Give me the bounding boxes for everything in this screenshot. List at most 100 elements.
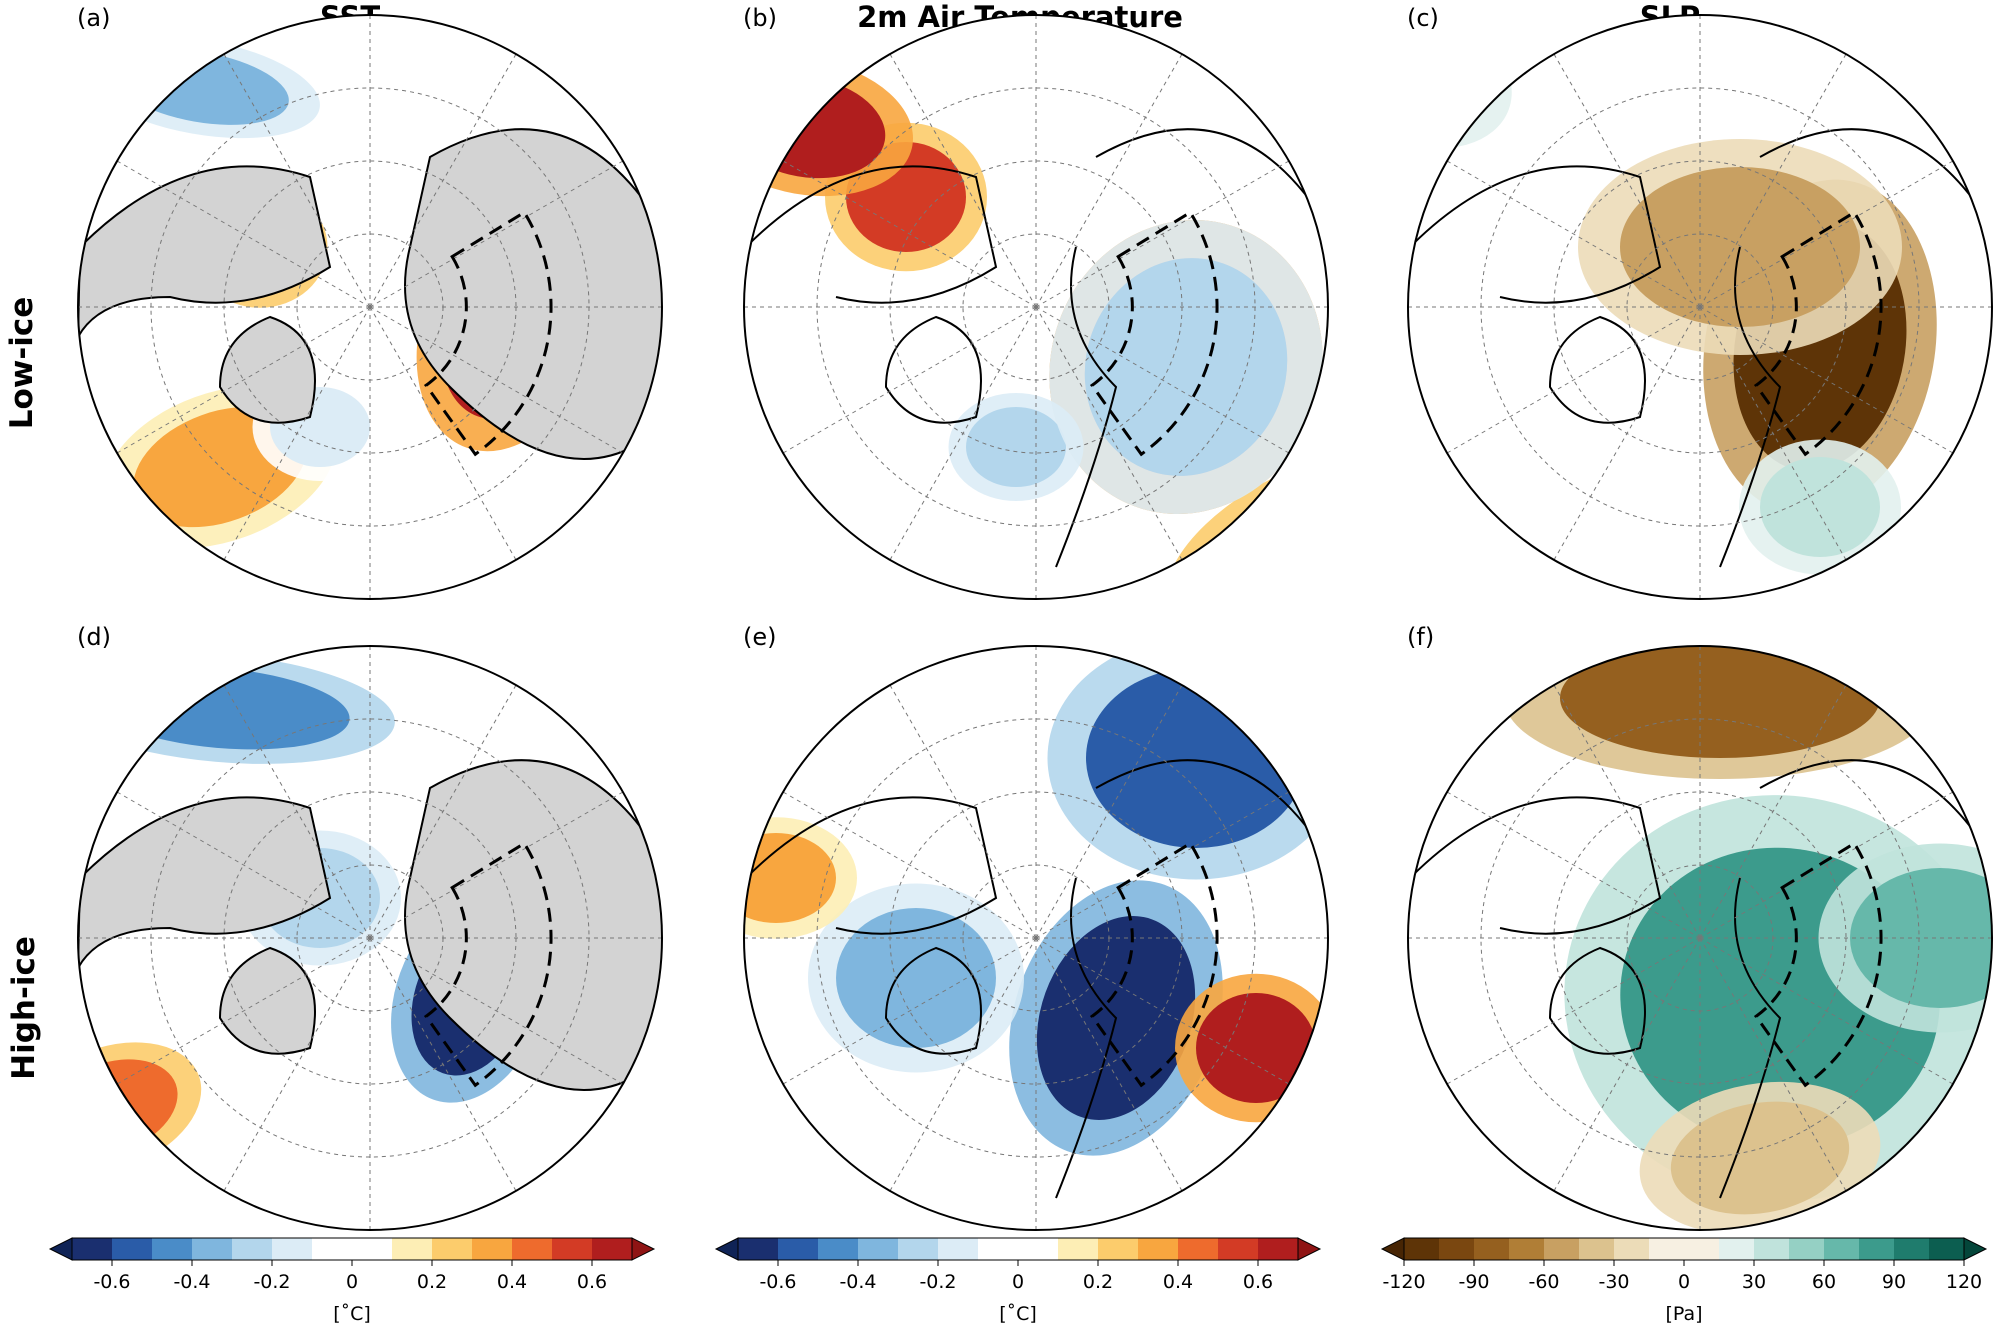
land-mask [78,796,332,969]
meridian [1035,684,1183,939]
meridian [1553,937,1701,1192]
meridian [1035,937,1290,1085]
colorbar-tick-label: -0.4 [173,1271,210,1293]
colorbar-segment [152,1238,192,1260]
meridian [223,53,371,308]
coastline [1759,759,1992,859]
meridian [223,306,371,561]
land-mask [404,759,662,1091]
colorbar-tick-label: -0.6 [759,1271,796,1293]
colorbar-unit: [Pa] [1665,1303,1702,1325]
coastline [1409,165,1662,304]
colorbar-segment [1649,1238,1719,1260]
colorbar-segment [858,1238,898,1260]
meridian [1553,306,1701,561]
land-mask [404,128,662,460]
meridian [369,684,517,939]
coastline [1719,877,1782,1199]
meridian [223,684,371,939]
coastline [1055,246,1118,568]
colorbar-extend-low [1380,1237,1405,1261]
meridian [1446,306,1701,454]
map-panel-e [743,645,1329,1231]
panel-letter-e: (e) [743,623,777,651]
map-panel-f [1407,645,1993,1231]
map-boundary [1407,645,1993,1231]
colorbar-segment [818,1238,858,1260]
meridian [1699,306,1847,561]
anomaly-eastern-europe [1760,457,1880,557]
coastline [1409,796,1662,935]
colorbar-tick-label: -0.2 [253,1271,290,1293]
meridian [782,791,1037,939]
meridian [889,306,1037,561]
colorbar-tick-label: 0.6 [1243,1271,1273,1293]
map-panel-a [77,14,663,600]
colorbar-tick-label: 90 [1882,1271,1906,1293]
meridian [1446,160,1701,308]
colorbar-segment [738,1238,778,1260]
coastline [745,165,998,304]
colorbar-segment [1439,1238,1474,1260]
meridian [1699,306,1954,454]
colorbar-tick-label: -30 [1598,1271,1629,1293]
colorbar-segment [1474,1238,1509,1260]
meridian [116,306,371,454]
colorbar-tick-label: 0.4 [497,1271,527,1293]
colorbar-tick-label: -90 [1458,1271,1489,1293]
land-mask [78,165,332,338]
colorbar-tick-label: -120 [1382,1271,1425,1293]
colorbar-segment [1138,1238,1178,1260]
anomaly-central-eurasia [1196,993,1316,1103]
colorbar-segment [1929,1238,1964,1260]
colorbar-segment [938,1238,978,1260]
panel-letter-f: (f) [1407,623,1435,651]
colorbar-tick-label: 0 [1678,1271,1690,1293]
anomaly-greenland [836,908,996,1048]
map-panel-d [77,645,663,1231]
meridian [369,53,517,308]
meridian [223,937,371,1192]
colorbar-segment [1789,1238,1824,1260]
colorbar-segment [392,1238,432,1260]
colorbar-segment [472,1238,512,1260]
colorbar-segment [1218,1238,1258,1260]
colorbar-tick-label: -0.4 [839,1271,876,1293]
meridian [1699,684,1847,939]
colorbar-segment [272,1238,312,1260]
panel-letter-d: (d) [77,623,111,651]
meridian [1446,791,1701,939]
meridian [369,937,517,1192]
meridian [1035,306,1290,454]
colorbar-segment [312,1238,392,1260]
colorbar-sst: -0.6 -0.4 -0.2 0 0.2 0.4 0.6 [˚C] [48,1237,656,1325]
meridian [1035,53,1183,308]
colorbar-segment [432,1238,472,1260]
colorbar-extend-high [1963,1237,1988,1261]
colorbar-segment [1509,1238,1544,1260]
anomaly-north-pacific [966,407,1066,487]
meridian [782,306,1037,454]
colorbar-segment [512,1238,552,1260]
colorbar-tick-label: 120 [1946,1271,1982,1293]
meridian [1699,791,1954,939]
meridian [116,791,371,939]
meridian [782,160,1037,308]
colorbar-segment [1754,1238,1789,1260]
colorbar-segment [232,1238,272,1260]
meridian [1699,937,1954,1085]
colorbar-segment [1258,1238,1298,1260]
colorbar-extend-high [631,1237,656,1261]
colorbar-t2m: -0.6 -0.4 -0.2 0 0.2 0.4 0.6 [˚C] [714,1237,1322,1325]
colorbar-tick-label: 0 [346,1271,358,1293]
colorbar-segment [1098,1238,1138,1260]
colorbar-extend-high [1297,1237,1322,1261]
colorbar-unit: [˚C] [333,1303,371,1325]
coastline [1055,877,1118,1199]
meridian [369,937,624,1085]
colorbar-tick-label: 60 [1812,1271,1836,1293]
colorbar-segment [1614,1238,1649,1260]
colorbar-segment [978,1238,1058,1260]
panel-letter-c: (c) [1407,4,1439,32]
